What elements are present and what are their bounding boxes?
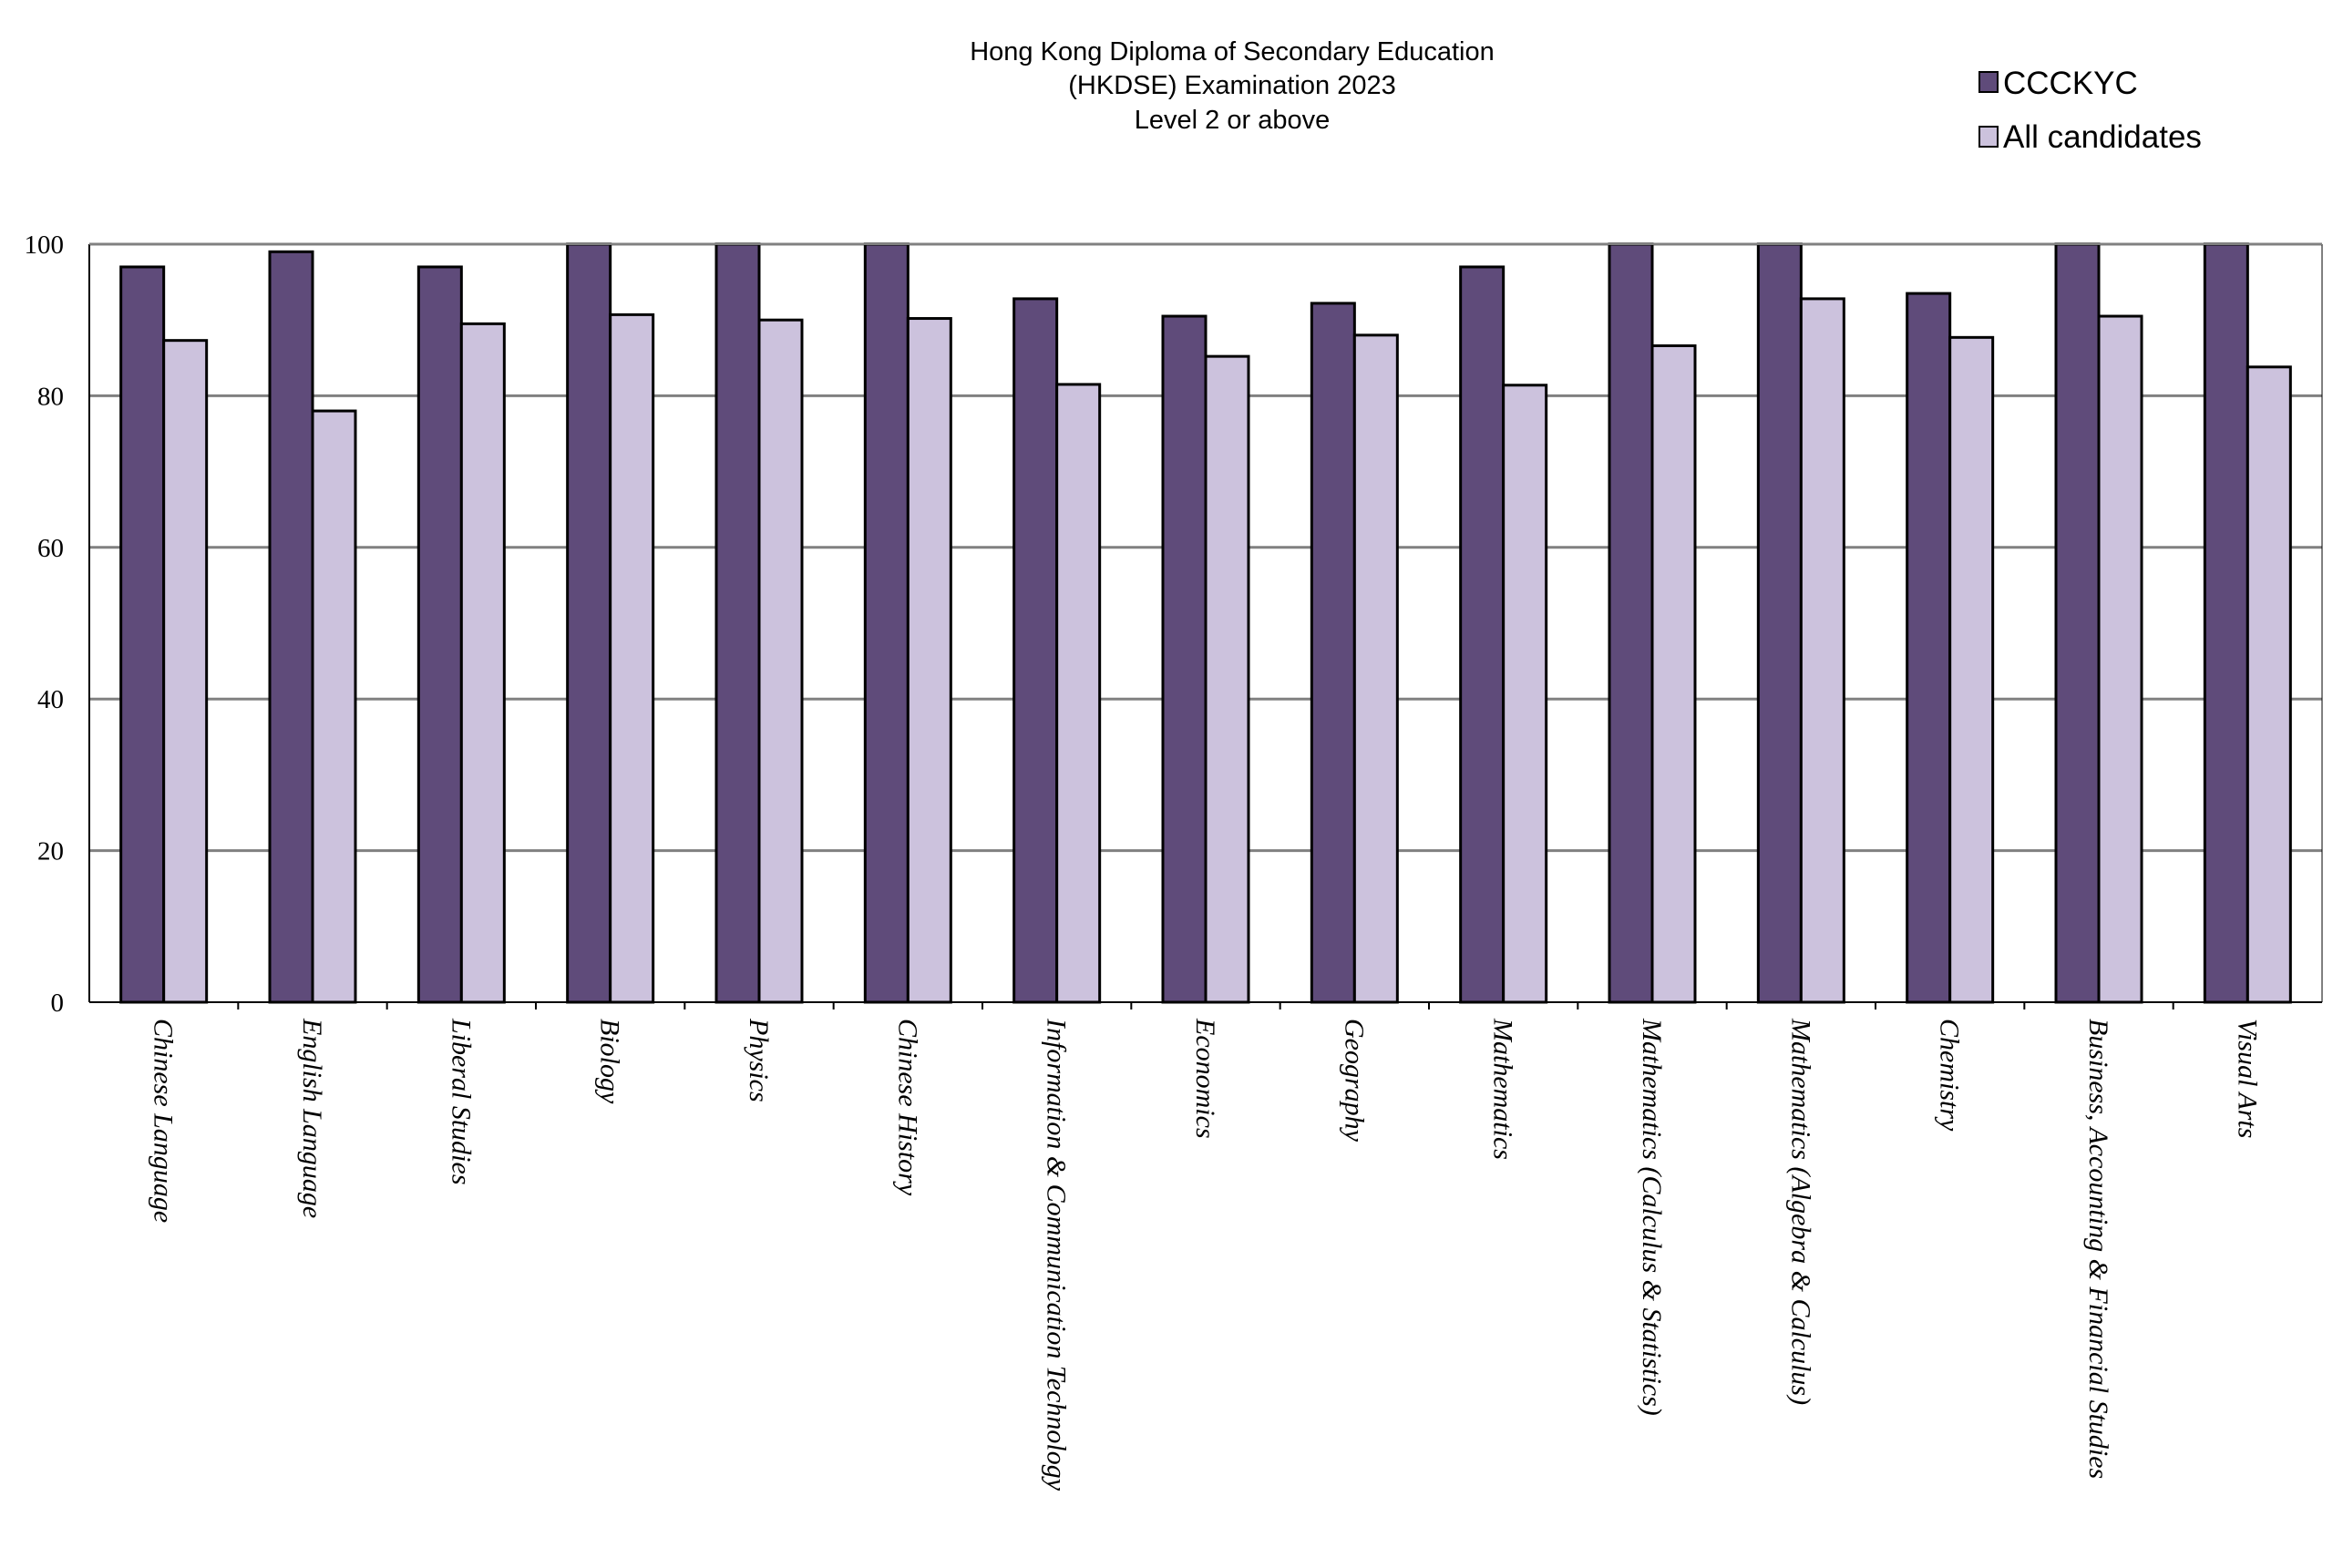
- legend-label-ccckyc: CCCKYC: [2003, 66, 2138, 101]
- bar-all-candidates-4: [757, 318, 804, 1004]
- bar-all-candidates-12: [1948, 335, 1995, 1004]
- chart-title-line-1: Hong Kong Diploma of Secondary Education: [970, 37, 1495, 67]
- x-tick-label-12: Chemistry: [1935, 1019, 1965, 1132]
- x-tick-label-10: Mathematics (Calculus & Statistics): [1637, 1018, 1667, 1416]
- bar-ccckyc-9: [1459, 265, 1506, 1004]
- plot-area: 0 20 40 60 80 100 Chinese Language English Lang…: [25, 231, 2323, 1491]
- bar-ccckyc-5: [863, 242, 910, 1004]
- bar-all-candidates-2: [459, 322, 506, 1004]
- x-tick-label-0: Chinese Language: [149, 1019, 179, 1223]
- x-tick-label-5: Chinese History: [892, 1019, 922, 1196]
- x-tick-label-13: Business, Accounting & Financial Studies: [2083, 1019, 2113, 1479]
- x-tick-label-4: Physics: [744, 1018, 774, 1102]
- y-tick-label-60: 60: [37, 534, 64, 563]
- bar-ccckyc-7: [1161, 314, 1208, 1004]
- bar-ccckyc-2: [416, 265, 463, 1004]
- bar-all-candidates-14: [2246, 365, 2292, 1004]
- legend-swatch-ccckyc: [1978, 71, 1999, 93]
- x-tick-label-8: Geography: [1339, 1019, 1369, 1143]
- y-tick-label-0: 0: [51, 989, 65, 1018]
- bar-ccckyc-8: [1310, 302, 1356, 1004]
- bar-ccckyc-10: [1608, 242, 1654, 1004]
- bar-all-candidates-11: [1799, 297, 1845, 1004]
- bar-ccckyc-12: [1906, 292, 1952, 1004]
- bar-ccckyc-4: [714, 242, 761, 1004]
- chart-title-line-3: Level 2 or above: [1135, 106, 1330, 135]
- x-tick-label-7: Economics: [1190, 1018, 1220, 1139]
- bar-ccckyc-11: [1756, 242, 1803, 1004]
- bar-ccckyc-14: [2203, 242, 2249, 1004]
- bar-all-candidates-9: [1502, 384, 1548, 1004]
- legend-swatch-all-candidates: [1978, 126, 1999, 148]
- bar-ccckyc-3: [566, 242, 612, 1004]
- x-tick-label-9: Mathematics: [1488, 1018, 1518, 1160]
- y-tick-label-80: 80: [37, 382, 64, 411]
- bar-all-candidates-13: [2097, 314, 2143, 1004]
- bar-ccckyc-6: [1012, 297, 1059, 1004]
- chart-title: Hong Kong Diploma of Secondary Education…: [970, 37, 1495, 135]
- legend-label-all-candidates: All candidates: [2003, 119, 2202, 155]
- x-tick-label-2: Liberal Studies: [446, 1018, 476, 1185]
- bar-all-candidates-10: [1650, 343, 1697, 1004]
- y-tick-label-40: 40: [37, 685, 64, 714]
- x-tick-label-11: Mathematics (Algebra & Calculus): [1785, 1018, 1815, 1405]
- x-tick-label-3: Biology: [595, 1019, 625, 1104]
- y-tick-label-20: 20: [37, 837, 64, 866]
- y-tick-label-100: 100: [25, 231, 65, 260]
- bar-all-candidates-6: [1055, 383, 1102, 1004]
- bar-all-candidates-1: [311, 409, 357, 1004]
- x-tick-label-14: Visual Arts: [2232, 1019, 2262, 1138]
- x-tick-label-1: English Language: [297, 1018, 327, 1218]
- bar-all-candidates-7: [1204, 354, 1250, 1004]
- bar-all-candidates-8: [1352, 333, 1399, 1004]
- x-tick-label-6: Information & Communication Technology: [1042, 1018, 1072, 1491]
- bar-all-candidates-3: [609, 313, 655, 1004]
- bar-ccckyc-13: [2054, 242, 2101, 1004]
- bar-all-candidates-0: [162, 339, 209, 1004]
- chart-title-line-2: (HKDSE) Examination 2023: [1068, 71, 1395, 100]
- bar-ccckyc-1: [268, 250, 314, 1004]
- bar-all-candidates-5: [906, 317, 952, 1004]
- legend: CCCKYC All candidates: [1978, 66, 2202, 155]
- bar-ccckyc-0: [119, 265, 166, 1004]
